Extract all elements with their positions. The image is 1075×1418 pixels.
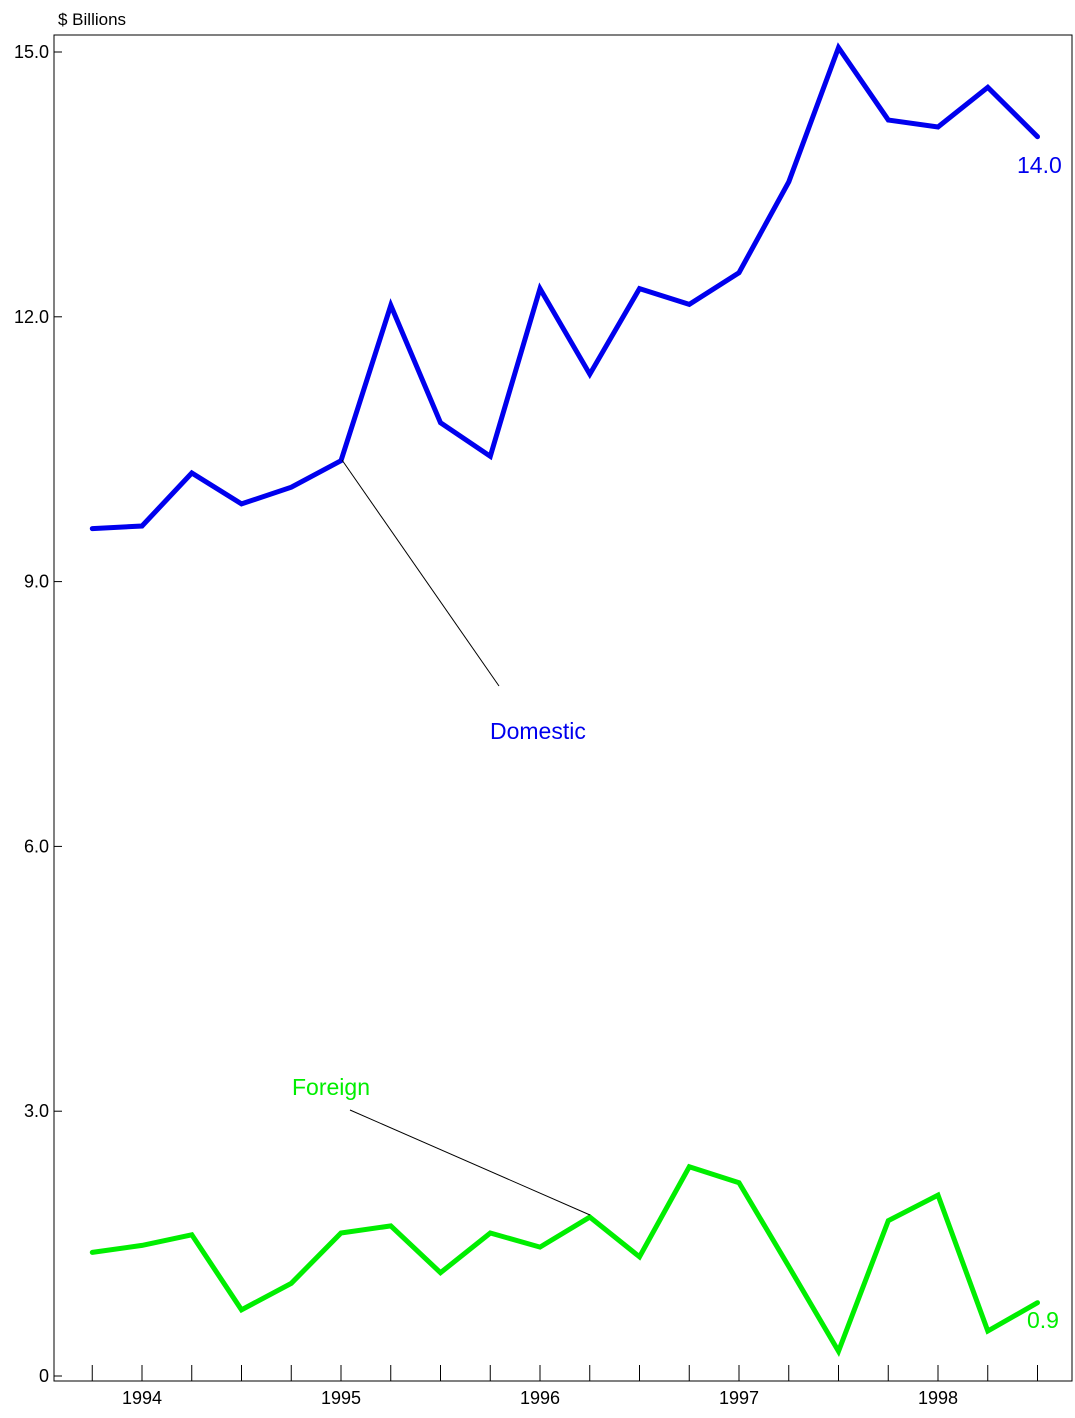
series-line-foreign: [89, 1163, 1040, 1358]
y-tick-label: 0: [39, 1366, 49, 1386]
x-tick-label: 1998: [918, 1388, 958, 1408]
x-axis: 1994 1995 1996 1997 1998: [91, 1365, 1038, 1408]
domestic-end-value-label: 14.0: [1017, 152, 1062, 178]
foreign-series-label: Foreign: [292, 1074, 370, 1100]
x-tick-label: 1994: [122, 1388, 162, 1408]
annotations: Domestic Foreign 14.0 0.9: [292, 152, 1062, 1333]
y-axis-unit-label: $ Billions: [58, 10, 126, 29]
x-tick-label: 1995: [321, 1388, 361, 1408]
plot-frame: [53, 34, 1073, 1382]
foreign-leader-line: [349, 1109, 591, 1216]
x-tick-label: 1996: [520, 1388, 560, 1408]
y-tick-label: 3.0: [24, 1101, 49, 1121]
y-tick-label: 6.0: [24, 836, 49, 856]
domestic-series-label: Domestic: [490, 718, 586, 744]
series-lines: [89, 42, 1040, 1358]
y-tick-label: 12.0: [14, 307, 49, 327]
domestic-leader-line: [341, 459, 500, 687]
y-axis: 15.0 12.0 9.0 6.0 3.0 0: [14, 42, 62, 1386]
series-line-domestic: [89, 42, 1040, 532]
foreign-end-value-label: 0.9: [1027, 1307, 1059, 1333]
y-tick-label: 15.0: [14, 42, 49, 62]
x-tick-label: 1997: [719, 1388, 759, 1408]
y-tick-label: 9.0: [24, 572, 49, 592]
